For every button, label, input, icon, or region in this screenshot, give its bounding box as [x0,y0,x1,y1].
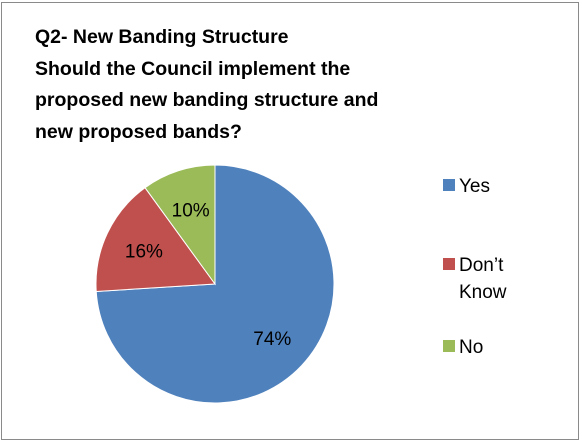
chart-legend: Yes Don’t Know No [443,176,507,358]
legend-swatch-no [443,340,455,352]
pie-slice-no [144,164,216,286]
slice-label-no: 10% [172,200,210,221]
pie-slice-labels: 74% 16% 10% [125,200,292,349]
legend-item-no: No [443,337,483,358]
chart-title-line-3: proposed new banding structure and [35,89,379,111]
legend-label-yes: Yes [459,176,490,197]
chart-title-line-1: Q2- New Banding Structure [35,26,289,48]
legend-item-don-t-know: Don’t Know [443,255,507,303]
slice-label-don-t-know: 16% [125,242,163,263]
slice-label-yes: 74% [253,329,291,350]
legend-swatch-don-t-know [443,258,455,270]
legend-label-no: No [459,337,483,358]
pie-slice-don-t-know [95,187,216,293]
legend-swatch-yes [443,179,455,191]
legend-item-yes: Yes [443,176,490,197]
pie-slices [95,164,335,404]
chart-title: Q2- New Banding Structure Should the Cou… [35,22,415,148]
chart-title-line-2: Should the Council implement the [35,57,351,80]
legend-label-don-t-know: Don’t Know [459,255,507,303]
chart-title-line-4: new proposed bands? [35,120,242,143]
